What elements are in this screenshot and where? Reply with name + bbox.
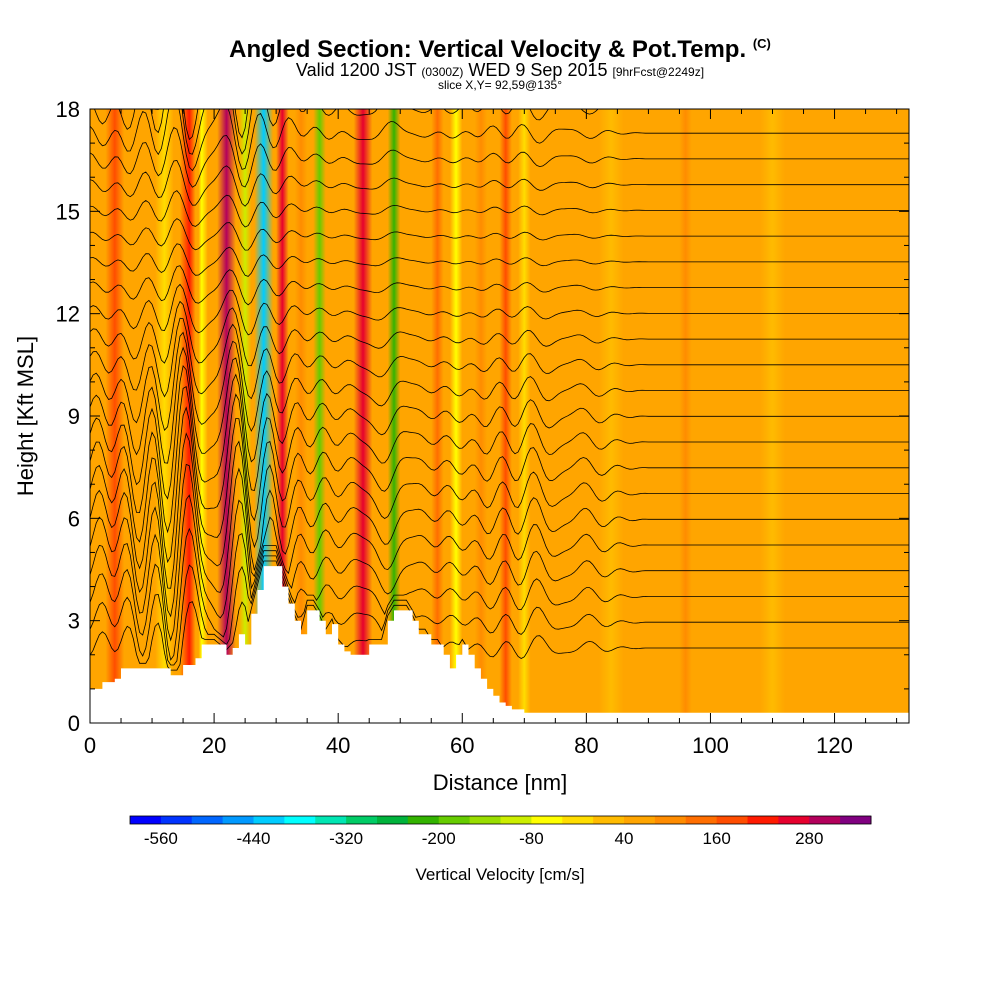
x-tick-label: 0 — [84, 733, 96, 758]
isentrope-line — [90, 126, 909, 188]
colorbar-swatch — [407, 816, 440, 824]
valid-date: WED 9 Sep 2015 — [468, 60, 608, 80]
isentrope-line — [90, 432, 909, 589]
x-tick-label: 80 — [574, 733, 598, 758]
colorbar-swatch — [685, 816, 718, 824]
y-tick-label: 9 — [68, 404, 80, 429]
x-tick-label: 120 — [816, 733, 853, 758]
velocity-colorbar: -560 -440 -320 -200 -80 40 160 280 — [129, 815, 872, 848]
colorbar-swatch — [438, 816, 471, 824]
colorbar-swatch — [160, 816, 193, 824]
isentrope-line — [90, 283, 909, 336]
y-tick-label: 0 — [68, 711, 80, 736]
forecast-tag: [9hrFcst@2249z] — [612, 65, 705, 79]
chart-title-text: Angled Section: Vertical Velocity & Pot.… — [229, 36, 747, 63]
colorbar-swatch — [253, 816, 285, 824]
colorbar-swatch — [778, 816, 810, 824]
colorbar-swatch — [809, 816, 841, 824]
colorbar-label: Vertical Velocity [cm/s] — [415, 865, 584, 884]
x-tick-label: 40 — [326, 733, 350, 758]
colorbar-swatch — [377, 816, 409, 824]
isentrope-line — [90, 463, 909, 618]
isentrope-line — [90, 243, 909, 277]
chart-title: Angled Section: Vertical Velocity & Pot.… — [0, 36, 1000, 64]
colorbar-swatch — [284, 816, 316, 824]
colorbar-tick-label: -320 — [329, 829, 363, 848]
colorbar-tick-label: -80 — [519, 829, 544, 848]
x-tick-label: 20 — [202, 733, 226, 758]
colorbar-swatch — [315, 816, 347, 824]
isentrope-line — [90, 494, 909, 642]
y-tick-label: 18 — [56, 97, 80, 122]
isentrope-line — [90, 406, 909, 564]
colorbar-tick-label: 40 — [615, 829, 634, 848]
colorbar-tick-label: -560 — [144, 829, 178, 848]
colorbar-swatch — [500, 816, 532, 824]
colorbar-tick-label: 280 — [795, 829, 823, 848]
x-tick-label: 100 — [692, 733, 729, 758]
colorbar-swatch — [469, 816, 501, 824]
isentrope-line — [90, 317, 909, 400]
colorbar-swatch — [747, 816, 779, 824]
isentrope-contours — [90, 109, 909, 671]
isentrope-line — [90, 300, 909, 367]
isentrope-line — [90, 385, 909, 534]
isentrope-line — [90, 346, 909, 464]
y-tick-label: 12 — [56, 302, 80, 327]
colorbar-swatch — [531, 816, 563, 824]
y-tick-label: 3 — [68, 609, 80, 634]
isentrope-line — [90, 331, 909, 432]
colorbar-swatch — [593, 816, 625, 824]
terrain-profile — [90, 566, 909, 723]
colorbar-swatch — [346, 816, 378, 824]
valid-prefix: Valid 1200 JST — [295, 60, 417, 80]
colorbar-swatch — [562, 816, 594, 824]
y-tick-label: 15 — [56, 199, 80, 224]
colorbar-swatch — [716, 816, 748, 824]
colorbar-tick-label: -440 — [236, 829, 270, 848]
isentrope-line — [90, 190, 909, 228]
isentrope-line — [90, 527, 909, 661]
isentrope-line — [90, 160, 909, 207]
colorbar-tick-label: -200 — [422, 829, 456, 848]
colorbar-swatch — [130, 816, 162, 824]
isentrope-line — [90, 364, 909, 500]
colorbar-swatch — [624, 816, 656, 824]
valid-time-line: Valid 1200 JST (0300Z) WED 9 Sep 2015 [9… — [0, 60, 1000, 81]
colorbar-swatch — [654, 816, 687, 824]
valid-utc: (0300Z) — [421, 65, 464, 79]
isentrope-line — [90, 109, 909, 172]
x-axis: 0 20 40 60 80 100 120 — [84, 109, 898, 758]
chart-title-unit: (C) — [752, 36, 771, 51]
y-axis-label: Height [Kft MSL] — [13, 336, 38, 496]
slice-info: slice X,Y= 92,59@135° — [437, 78, 563, 92]
colorbar-tick-label: 160 — [702, 829, 730, 848]
isentrope-line — [90, 218, 909, 251]
colorbar-frame — [129, 815, 872, 825]
colorbar-swatch — [222, 816, 254, 824]
y-tick-label: 6 — [68, 506, 80, 531]
isentrope-line — [90, 265, 909, 306]
x-axis-label: Distance [nm] — [433, 770, 568, 795]
y-axis: 0 3 6 9 12 15 18 — [56, 97, 909, 736]
x-tick-label: 60 — [450, 733, 474, 758]
colorbar-swatch — [840, 816, 872, 824]
colorbar-swatch — [191, 816, 224, 824]
